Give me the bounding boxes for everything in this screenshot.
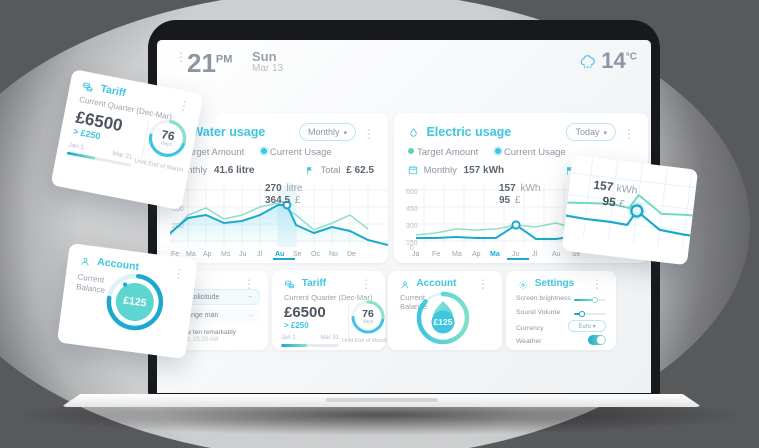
svg-text:Jl: Jl: [532, 251, 538, 258]
svg-text:Ja: Ja: [412, 251, 420, 258]
svg-text:Ma: Ma: [186, 251, 196, 258]
svg-text:Fe: Fe: [432, 251, 440, 258]
svg-text:Ma: Ma: [490, 251, 500, 258]
svg-text:Au: Au: [552, 251, 561, 258]
svg-text:Se: Se: [293, 251, 302, 258]
svg-text:Ap: Ap: [203, 251, 212, 258]
svg-text:Ju: Ju: [239, 251, 247, 258]
svg-text:De: De: [347, 251, 356, 258]
svg-text:Jl: Jl: [257, 251, 263, 258]
svg-text:Ju: Ju: [512, 251, 520, 258]
svg-text:300: 300: [406, 223, 418, 230]
svg-text:600: 600: [406, 189, 418, 196]
svg-text:Oc: Oc: [311, 251, 320, 258]
svg-text:450: 450: [406, 206, 418, 213]
svg-text:Ms: Ms: [221, 251, 231, 258]
svg-text:Ma: Ma: [452, 251, 462, 258]
svg-text:No: No: [329, 251, 338, 258]
svg-text:Au: Au: [275, 251, 284, 258]
svg-text:Ap: Ap: [472, 251, 481, 258]
